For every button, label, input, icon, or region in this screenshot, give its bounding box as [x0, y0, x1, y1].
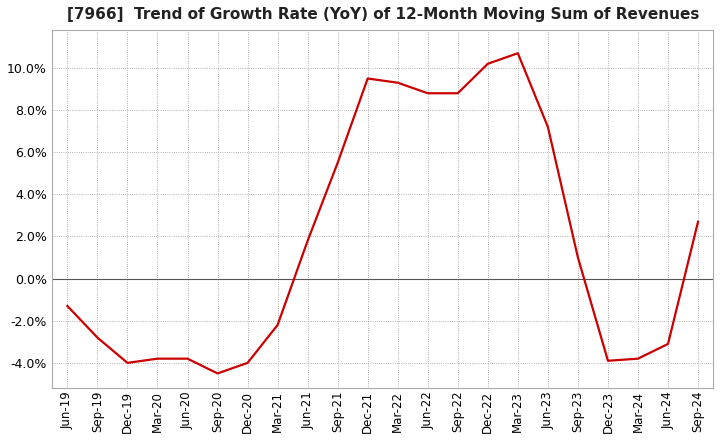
Title: [7966]  Trend of Growth Rate (YoY) of 12-Month Moving Sum of Revenues: [7966] Trend of Growth Rate (YoY) of 12-…	[66, 7, 699, 22]
